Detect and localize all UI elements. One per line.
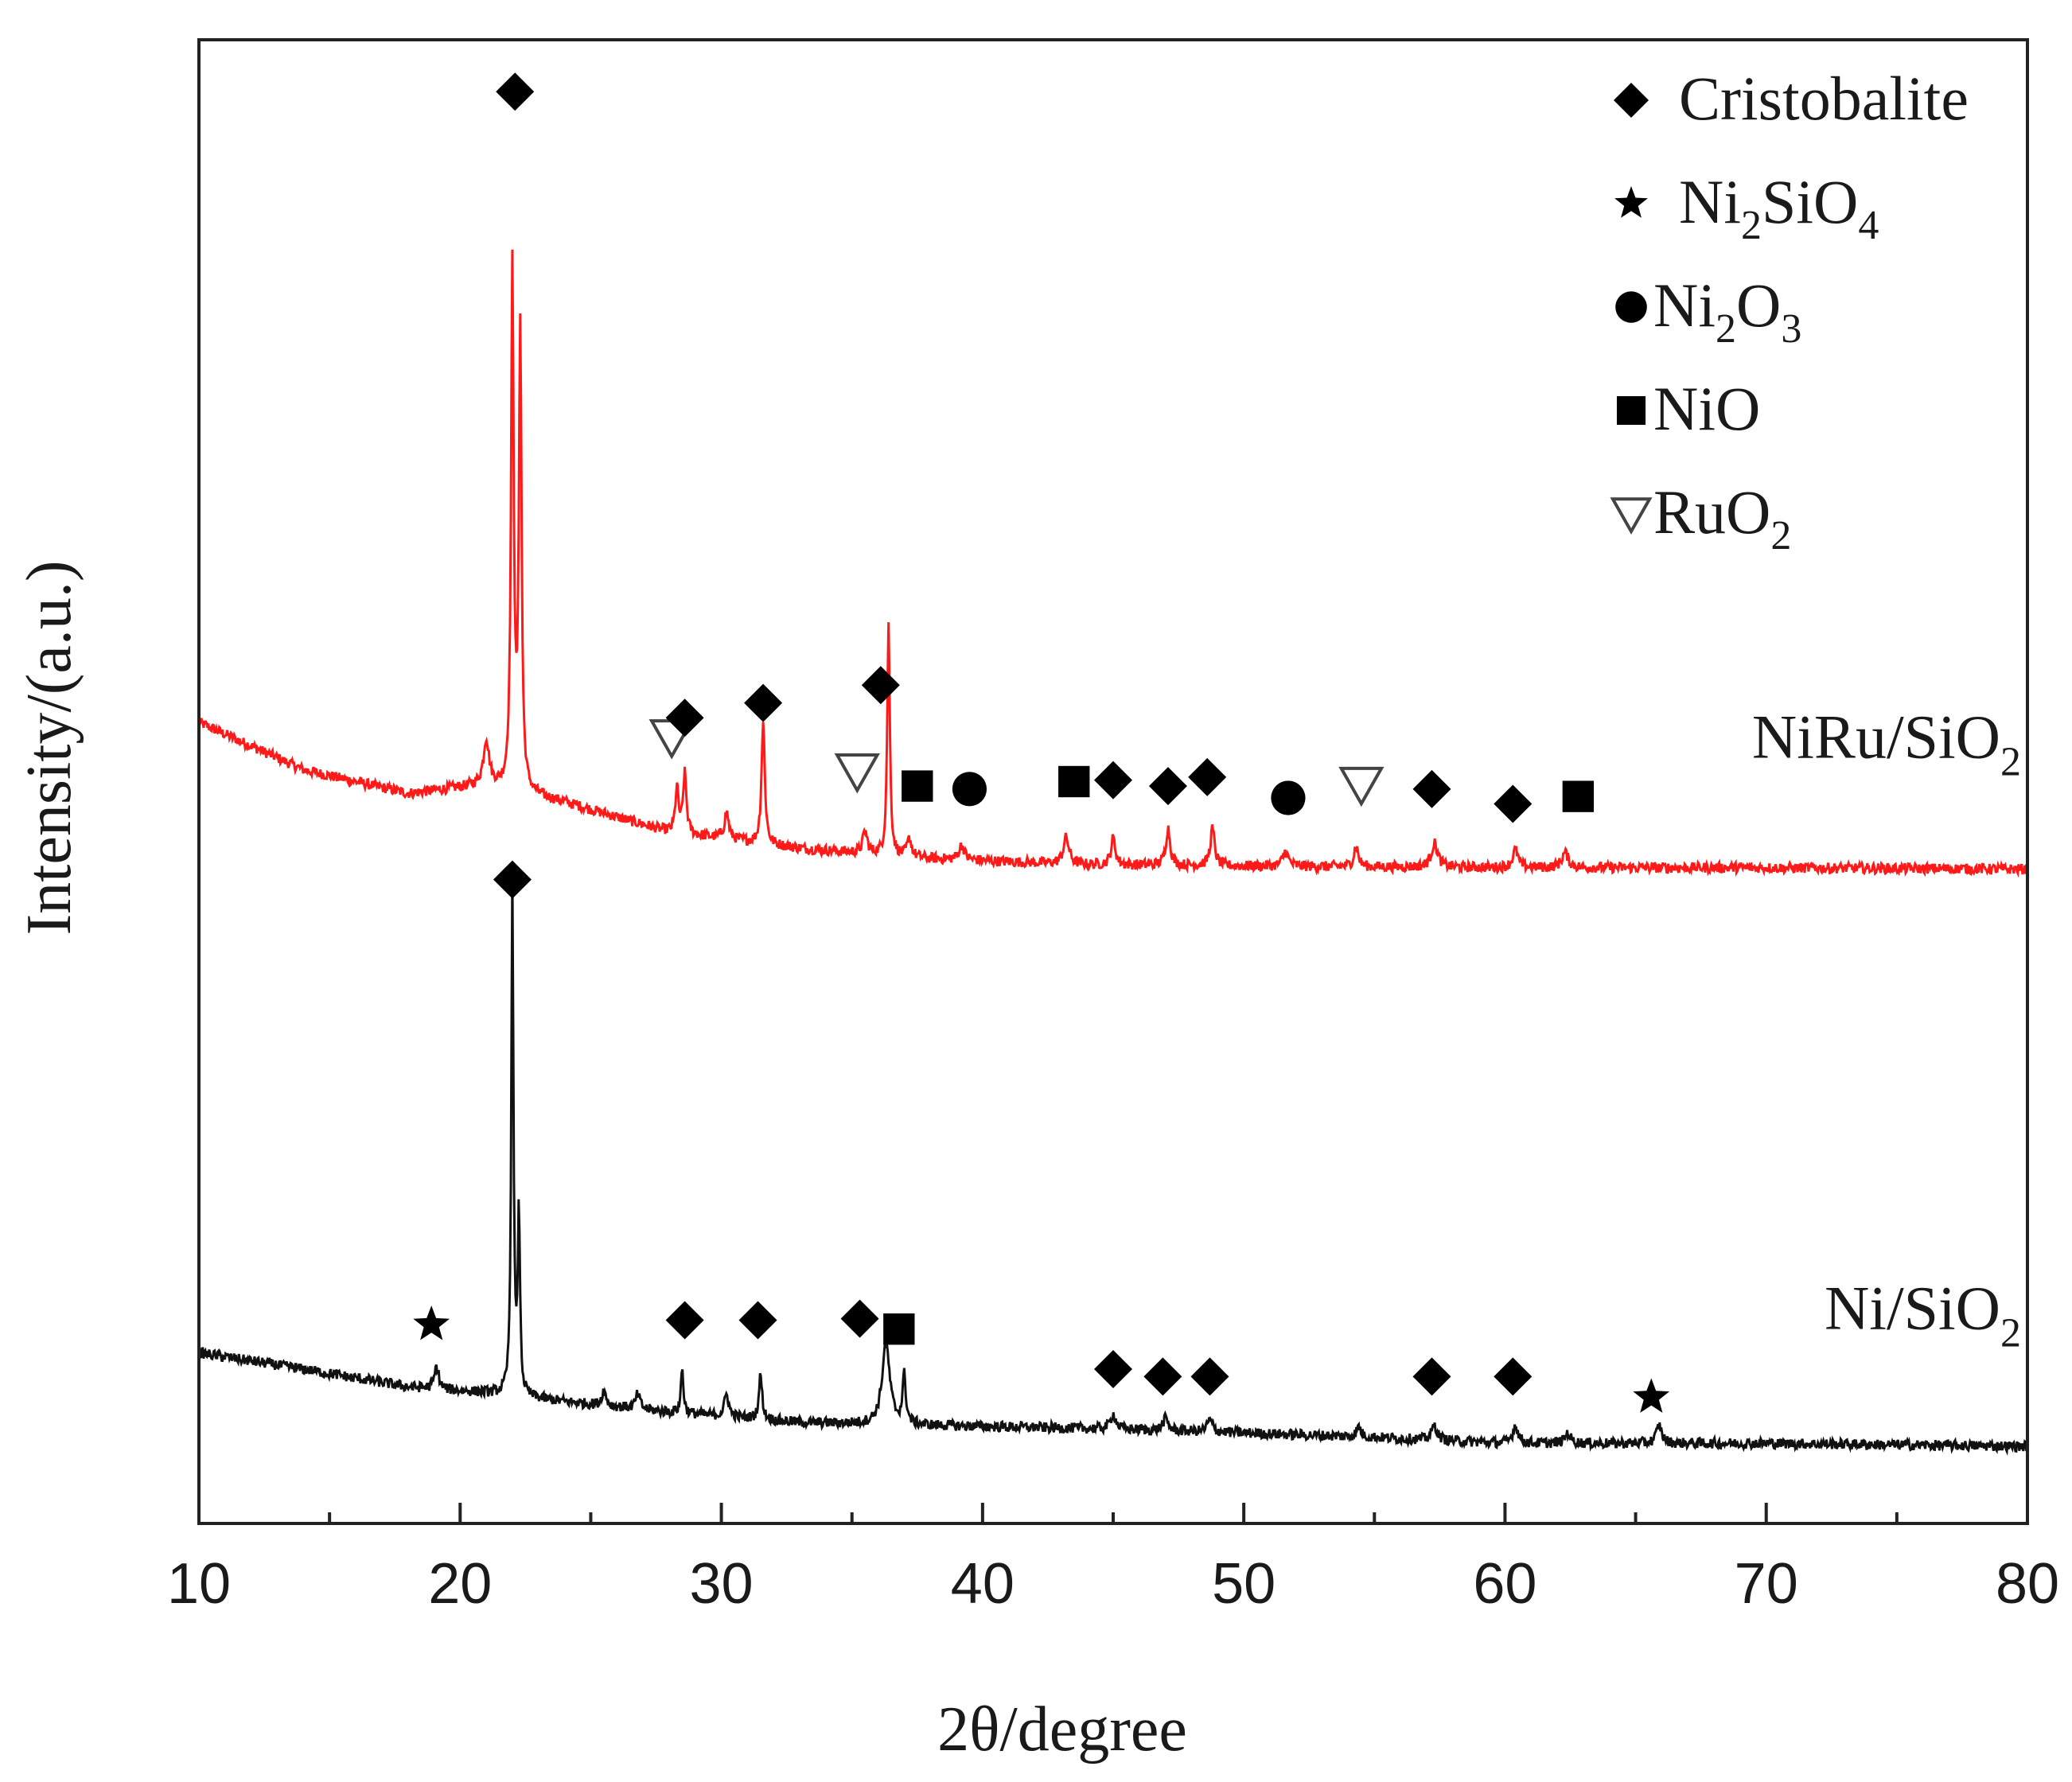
x-tick-label: 70 xyxy=(1735,1552,1798,1616)
legend-item: Ni2O3 xyxy=(1615,270,1801,352)
legend: Cristobalite Ni2SiO4 Ni2O3 NiO RuO2 xyxy=(1610,64,1969,558)
peak-marker-diamond xyxy=(1143,1357,1182,1396)
peak-marker-square xyxy=(902,770,933,802)
peak-marker-star xyxy=(413,1305,450,1340)
x-tick-label: 50 xyxy=(1212,1552,1276,1616)
legend-label: RuO2 xyxy=(1653,477,1791,558)
peak-marker-diamond xyxy=(1190,1357,1229,1396)
peak-marker-triangle-down-open xyxy=(1338,766,1385,807)
x-tick-label: 80 xyxy=(1996,1552,2059,1616)
peak-marker-square xyxy=(1562,780,1595,812)
legend-symbol-star xyxy=(1614,186,1648,218)
legend-label: Ni2O3 xyxy=(1653,270,1801,352)
peak-marker-diamond xyxy=(665,1301,704,1340)
peak-marker-star xyxy=(1633,1378,1670,1413)
peak-marker-circle xyxy=(952,772,987,807)
peak-marker-diamond xyxy=(1094,1350,1132,1389)
x-tick-label: 30 xyxy=(690,1552,754,1616)
series-labels: NiRu/SiO2 Ni/SiO2 xyxy=(1752,702,2021,1356)
peak-marker-diamond xyxy=(665,698,704,737)
peak-marker-diamond xyxy=(1412,1357,1451,1396)
legend-item: Cristobalite xyxy=(1614,64,1969,133)
legend-symbol-triangle-down-open xyxy=(1610,497,1653,535)
legend-item: Ni2SiO4 xyxy=(1614,167,1879,248)
legend-item: RuO2 xyxy=(1610,477,1791,558)
peak-marker-diamond xyxy=(496,72,535,111)
series-layer xyxy=(197,249,2029,1456)
peak-marker-triangle-down-open xyxy=(834,753,880,794)
peak-marker-diamond xyxy=(1148,767,1187,806)
series-line-ni-sio2 xyxy=(197,872,2029,1456)
peak-marker-square xyxy=(883,1313,915,1345)
marker-layer xyxy=(413,72,1670,1413)
y-axis-label: Intensity/(a.u.) xyxy=(14,561,84,936)
series-line-niru-sio2 xyxy=(197,249,2029,878)
peak-marker-diamond xyxy=(840,1299,879,1338)
x-axis-label: 2θ/degree xyxy=(937,1694,1187,1764)
peak-marker-diamond xyxy=(1412,769,1451,808)
x-axis-ticks: 10 20 30 40 50 60 70 80 xyxy=(167,1503,2059,1616)
peak-marker-diamond xyxy=(744,683,783,722)
peak-marker-diamond xyxy=(493,860,532,899)
peak-marker-diamond xyxy=(1494,1357,1533,1396)
x-tick-label: 60 xyxy=(1473,1552,1536,1616)
legend-symbol-square xyxy=(1616,395,1646,426)
legend-symbol-circle xyxy=(1615,291,1647,323)
x-tick-label: 10 xyxy=(167,1552,231,1616)
series-label: NiRu/SiO2 xyxy=(1752,702,2021,785)
peak-marker-diamond xyxy=(861,666,900,705)
legend-label: NiO xyxy=(1653,374,1760,443)
peak-marker-diamond xyxy=(1094,761,1132,800)
x-tick-label: 20 xyxy=(428,1552,492,1616)
legend-item: NiO xyxy=(1616,374,1760,443)
x-tick-label: 40 xyxy=(951,1552,1015,1616)
peak-marker-diamond xyxy=(738,1301,777,1340)
peak-marker-diamond xyxy=(1188,757,1227,796)
legend-label: Ni2SiO4 xyxy=(1679,167,1879,248)
series-label: Ni/SiO2 xyxy=(1825,1274,2021,1356)
peak-marker-diamond xyxy=(1494,784,1533,823)
legend-symbol-diamond xyxy=(1614,83,1649,118)
peak-marker-square xyxy=(1058,765,1090,798)
legend-label: Cristobalite xyxy=(1679,64,1969,133)
peak-marker-circle xyxy=(1271,780,1306,815)
